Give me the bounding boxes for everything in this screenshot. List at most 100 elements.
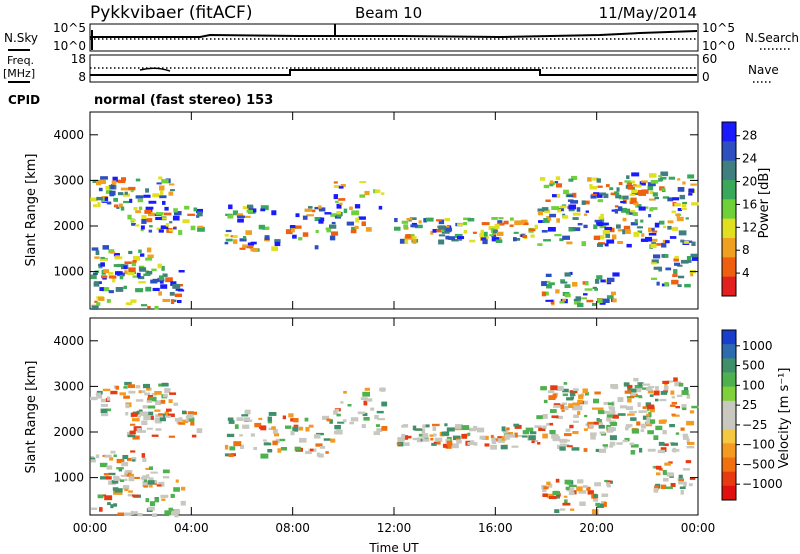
echo-cell xyxy=(445,444,452,449)
echo-cell xyxy=(554,234,562,237)
echo-cell xyxy=(598,216,604,220)
echo-cell xyxy=(569,392,576,397)
echo-cell xyxy=(690,272,694,277)
echo-cell xyxy=(463,217,471,221)
echo-cell xyxy=(104,196,109,201)
echo-cell xyxy=(688,483,693,487)
echo-cell xyxy=(142,405,148,409)
echo-cell xyxy=(110,450,116,454)
echo-cell xyxy=(636,226,642,229)
echo-cell xyxy=(579,501,586,507)
echo-cell xyxy=(586,486,591,491)
echo-cell xyxy=(461,425,470,431)
echo-cell xyxy=(609,187,614,191)
echo-cell xyxy=(226,433,235,438)
echo-cell xyxy=(119,392,126,396)
echo-cell xyxy=(313,434,321,439)
echo-cell xyxy=(292,234,297,239)
echo-cell xyxy=(169,392,177,395)
echo-cell xyxy=(324,212,332,215)
echo-cell xyxy=(664,462,671,466)
echo-cell xyxy=(363,400,368,406)
echo-cell xyxy=(559,446,566,451)
echo-cell xyxy=(687,441,695,445)
echo-cell xyxy=(173,208,178,213)
echo-cell xyxy=(554,509,560,514)
echo-cell xyxy=(142,457,147,463)
echo-cell xyxy=(564,272,571,277)
echo-cell xyxy=(597,243,604,247)
echo-cell xyxy=(267,449,273,453)
echo-cell xyxy=(601,298,610,303)
colorbar-frame xyxy=(721,329,737,501)
echo-cell xyxy=(350,229,357,234)
echo-cell xyxy=(191,434,197,438)
echo-cell xyxy=(650,243,657,249)
echo-cell xyxy=(131,412,139,417)
echo-cell xyxy=(665,380,673,383)
echo-cell xyxy=(359,194,366,198)
echo-cell xyxy=(591,407,600,410)
echo-cell xyxy=(578,490,587,494)
echo-cell xyxy=(178,230,183,235)
echo-cell xyxy=(176,419,180,424)
echo-cell xyxy=(138,206,143,210)
echo-cell xyxy=(308,424,314,428)
echo-cell xyxy=(99,287,104,292)
echo-cell xyxy=(660,171,669,177)
echo-cell xyxy=(691,241,696,247)
echo-cell xyxy=(522,430,530,435)
echo-cell xyxy=(630,388,637,393)
echo-cell xyxy=(185,419,189,422)
echo-cell xyxy=(573,420,579,423)
freq-label: Freq. xyxy=(7,54,34,67)
echo-cell xyxy=(131,459,136,462)
echo-cell xyxy=(130,299,137,303)
echo-cell xyxy=(550,385,558,391)
echo-cell xyxy=(583,428,588,431)
echo-cell xyxy=(547,483,553,488)
velocity-colorbar-label: Velocity [m s⁻¹] xyxy=(777,368,792,469)
echo-cell xyxy=(671,210,676,214)
echo-cell xyxy=(112,487,119,491)
y-tick-label: 2000 xyxy=(53,425,84,439)
echo-cell xyxy=(362,412,368,417)
echo-cell xyxy=(612,298,617,303)
echo-cell xyxy=(623,382,630,387)
echo-cell xyxy=(651,230,658,233)
echo-cell xyxy=(463,229,468,234)
echo-cell xyxy=(333,181,338,184)
echo-cell xyxy=(608,402,614,406)
echo-cell xyxy=(290,430,295,436)
echo-cell xyxy=(602,444,609,447)
echo-cell xyxy=(302,215,308,220)
echo-cell xyxy=(362,391,371,397)
echo-cell xyxy=(555,289,560,294)
echo-cell xyxy=(542,489,547,493)
echo-cell xyxy=(617,413,626,416)
echo-cell xyxy=(93,272,98,275)
echo-cell xyxy=(525,427,534,432)
echo-cell xyxy=(433,433,437,437)
echo-cell xyxy=(108,249,115,254)
echo-cell xyxy=(239,434,243,437)
echo-cell xyxy=(630,417,637,421)
echo-cell xyxy=(646,417,651,423)
echo-cell xyxy=(648,412,652,418)
echo-cell xyxy=(653,488,659,493)
echo-cell xyxy=(293,424,299,427)
echo-cell xyxy=(124,261,132,265)
echo-cell xyxy=(671,226,679,231)
echo-cell xyxy=(140,253,145,257)
echo-cell xyxy=(404,239,409,244)
echo-cell xyxy=(174,211,182,216)
velocity-panel: 1000 2000 3000 4000 00:00 04:00 08:00 12:00 16:… xyxy=(24,317,792,554)
echo-cell xyxy=(686,394,691,399)
echo-cell xyxy=(606,239,615,244)
echo-cell xyxy=(399,238,407,244)
echo-cell xyxy=(117,179,126,184)
echo-cell xyxy=(461,433,468,439)
echo-cell xyxy=(651,259,659,264)
echo-cell xyxy=(190,225,196,231)
echo-cell xyxy=(310,448,314,452)
